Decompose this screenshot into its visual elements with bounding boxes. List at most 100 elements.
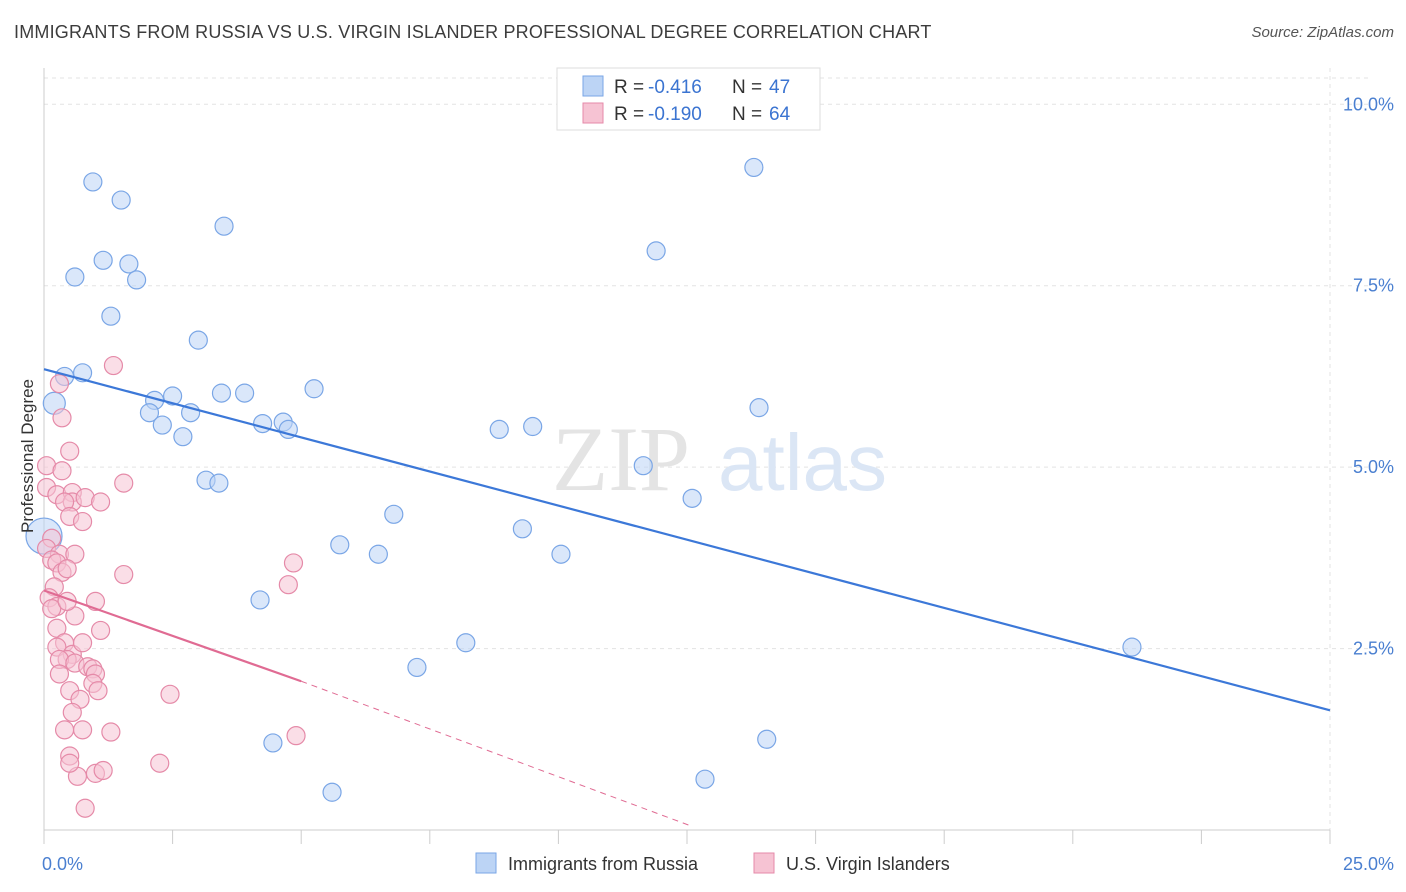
point-1-45 xyxy=(88,681,108,701)
point-1-51 xyxy=(101,722,121,742)
legend-n-value-virgin-islanders: 64 xyxy=(769,104,791,125)
bottom-legend-swatch-virgin-islanders xyxy=(753,852,775,874)
point-0-0 xyxy=(83,172,103,192)
bottom-legend-label-virgin-islanders: U.S. Virgin Islanders xyxy=(786,854,950,874)
grid-lines xyxy=(44,68,1370,830)
y-tick-label-0: 2.5% xyxy=(1353,639,1394,659)
point-0-24 xyxy=(489,419,509,440)
point-1-61 xyxy=(60,753,80,773)
point-0-17 xyxy=(139,403,160,423)
bottom-legend-swatch-russia xyxy=(475,852,497,874)
y-tick-label-1: 5.0% xyxy=(1353,457,1394,477)
x-tick-label-1: 25.0% xyxy=(1343,854,1394,874)
point-0-6 xyxy=(126,270,147,290)
point-0-44 xyxy=(744,157,764,178)
series-0 xyxy=(25,157,1142,802)
point-0-11 xyxy=(304,379,324,399)
point-0-25 xyxy=(523,416,543,437)
point-0-13 xyxy=(211,383,232,403)
source-label: Source: ZipAtlas.com xyxy=(1251,24,1394,41)
point-0-32 xyxy=(512,519,532,539)
point-0-7 xyxy=(101,306,121,326)
point-1-56 xyxy=(93,760,113,781)
point-0-43 xyxy=(1122,637,1142,657)
chart-title: IMMIGRANTS FROM RUSSIA VS U.S. VIRGIN IS… xyxy=(14,22,932,42)
point-1-62 xyxy=(72,633,93,653)
point-1-13 xyxy=(114,473,134,493)
legend-n-value-russia: 47 xyxy=(769,77,790,98)
point-1-39 xyxy=(49,664,70,684)
point-0-42 xyxy=(757,729,777,749)
legend-r-label-russia: R = xyxy=(614,77,649,98)
y-tick-label-2: 7.5% xyxy=(1353,276,1394,296)
point-1-2 xyxy=(52,408,72,428)
point-0-29 xyxy=(682,488,702,508)
point-0-33 xyxy=(330,535,350,555)
point-1-28 xyxy=(42,599,62,619)
point-1-53 xyxy=(150,753,170,773)
legend-swatch-russia xyxy=(582,75,604,97)
point-1-46 xyxy=(160,684,180,704)
point-1-24 xyxy=(114,564,134,585)
trend-line-1 xyxy=(43,589,302,683)
trend-line-extension-1 xyxy=(301,680,693,827)
point-0-27 xyxy=(209,473,229,493)
point-1-1 xyxy=(49,374,70,394)
point-1-0 xyxy=(103,355,124,376)
point-1-58 xyxy=(286,726,306,746)
point-0-23 xyxy=(173,427,193,447)
point-0-8 xyxy=(188,330,208,350)
legend-swatch-virgin-islanders xyxy=(582,102,604,124)
x-tick-label-0: 0.0% xyxy=(42,854,83,874)
legend-r-value-virgin-islanders: -0.190 xyxy=(648,104,702,125)
point-0-1 xyxy=(111,190,131,210)
point-1-59 xyxy=(283,553,304,573)
watermark-atlas: atlas xyxy=(718,418,887,507)
point-0-5 xyxy=(65,267,85,287)
y-tick-labels: 2.5% 5.0% 7.5% 10.0% xyxy=(1343,94,1394,658)
point-0-28 xyxy=(633,456,653,476)
legend-r-label-virgin-islanders: R = xyxy=(614,104,649,125)
point-1-5 xyxy=(52,461,72,481)
x-tick-labels: 0.0% 25.0% xyxy=(42,854,1394,874)
watermark: ZIP atlas xyxy=(552,408,887,510)
y-tick-label-3: 10.0% xyxy=(1343,94,1394,114)
point-0-35 xyxy=(551,544,571,564)
point-0-4 xyxy=(119,254,139,274)
legend-n-label-russia: N = xyxy=(732,77,767,98)
point-0-39 xyxy=(263,733,283,753)
point-0-41 xyxy=(695,769,715,789)
point-1-15 xyxy=(72,511,93,532)
point-1-48 xyxy=(62,702,82,723)
watermark-zip: ZIP xyxy=(552,408,690,510)
point-1-60 xyxy=(278,575,298,595)
series-legend: Immigrants from Russia U.S. Virgin Islan… xyxy=(475,852,950,874)
axes xyxy=(43,68,1331,844)
point-0-3 xyxy=(93,250,113,270)
point-0-12 xyxy=(235,383,255,403)
legend-n-label-virgin-islanders: N = xyxy=(732,104,767,125)
point-1-29 xyxy=(85,591,106,612)
point-1-49 xyxy=(54,720,75,740)
point-0-46 xyxy=(749,398,769,418)
correlation-legend: R = -0.416 N = 47 R = -0.190 N = 64 xyxy=(556,67,821,131)
series-points xyxy=(25,157,1142,818)
point-0-36 xyxy=(250,590,270,610)
point-0-14 xyxy=(163,386,183,406)
trend-lines xyxy=(43,368,1331,827)
point-0-40 xyxy=(322,782,342,802)
point-0-34 xyxy=(368,544,388,564)
point-0-45 xyxy=(646,241,666,261)
point-0-38 xyxy=(407,657,427,678)
legend-r-value-russia: -0.416 xyxy=(648,77,702,98)
point-1-32 xyxy=(90,620,111,641)
bottom-legend-label-russia: Immigrants from Russia xyxy=(508,854,699,874)
point-1-12 xyxy=(90,492,111,512)
point-0-19 xyxy=(152,415,172,435)
series-1 xyxy=(36,355,306,818)
point-1-23 xyxy=(57,559,77,579)
point-0-37 xyxy=(456,633,476,653)
trend-line-0 xyxy=(43,368,1331,712)
point-1-3 xyxy=(60,441,80,461)
